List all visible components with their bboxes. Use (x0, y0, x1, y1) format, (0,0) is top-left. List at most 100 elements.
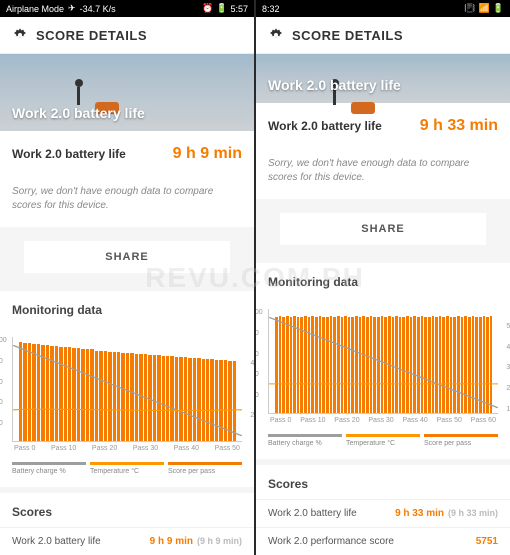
bar (377, 317, 380, 413)
bar (297, 317, 300, 413)
bar (293, 316, 296, 413)
bar (28, 343, 31, 441)
gear-icon (268, 27, 284, 43)
score-value: 5751 (476, 536, 498, 547)
bar (104, 351, 107, 441)
bar (113, 352, 116, 441)
legend-temp: Temperature °C (90, 462, 164, 475)
y-axis-right: 40002000 (250, 337, 254, 441)
monitoring-chart: 10080604020 50004000300020001000 (268, 309, 498, 414)
bar (286, 316, 289, 413)
result-value: 9 h 9 min (173, 145, 242, 163)
bar (108, 352, 111, 441)
bar (464, 316, 467, 413)
legend-battery: Battery charge % (268, 434, 342, 447)
bar (355, 316, 358, 413)
bar (121, 353, 124, 441)
bar (344, 316, 347, 413)
bar (373, 317, 376, 413)
share-section: SHARE (256, 199, 510, 259)
bar (402, 317, 405, 413)
bar (99, 351, 102, 441)
hero-title: Work 2.0 battery life (12, 105, 145, 121)
bar (392, 317, 395, 413)
bar (362, 316, 365, 413)
status-mode: Airplane Mode (6, 4, 64, 14)
bar (130, 353, 133, 441)
bar (435, 317, 438, 413)
vibrate-icon: 📳 (464, 3, 475, 14)
bar (144, 354, 147, 441)
bar (50, 346, 53, 441)
hero-banner: Work 2.0 battery life (256, 54, 510, 103)
bar (81, 349, 84, 441)
chart-legend: Battery charge % Temperature °C Score pe… (12, 462, 242, 475)
bar (479, 317, 482, 413)
hero-banner: Work 2.0 battery life (0, 54, 254, 131)
x-axis: Pass 0Pass 10Pass 20Pass 30Pass 40Pass 5… (268, 417, 498, 424)
bar (442, 317, 445, 413)
bar (90, 349, 93, 441)
bar (413, 316, 416, 413)
bar (219, 360, 222, 441)
bar (406, 316, 409, 413)
header-title: SCORE DETAILS (36, 28, 147, 43)
bar (417, 317, 420, 413)
status-bar: 8:32 📳 📶 🔋 (256, 0, 510, 17)
battery-icon: 🔋 (493, 3, 504, 14)
comparison-note: Sorry, we don't have enough data to comp… (256, 149, 510, 199)
result-label: Work 2.0 battery life (12, 147, 126, 161)
bar (170, 356, 173, 441)
y-axis-left: 10080604020 (256, 309, 263, 413)
scores-section: Scores Work 2.0 battery life 9 h 33 min(9… (256, 465, 510, 555)
bar (179, 357, 182, 441)
bar (117, 352, 120, 441)
bar (348, 317, 351, 413)
status-time: 8:32 (262, 4, 280, 14)
monitoring-chart: 10080604020 40002000 (12, 337, 242, 442)
bar (59, 347, 62, 441)
bar (184, 357, 187, 441)
bar (23, 343, 26, 441)
bar (148, 355, 151, 441)
bar (461, 317, 464, 413)
chart-bars (275, 309, 492, 413)
bar (424, 317, 427, 413)
hero-title: Work 2.0 battery life (268, 77, 401, 93)
bar (366, 317, 369, 413)
phone-left: Airplane Mode ✈ -34.7 K/s ⏰ 🔋 5:57 SCORE… (0, 0, 254, 555)
bar (135, 354, 138, 441)
legend-score: Score per pass (168, 462, 242, 475)
y-axis-left: 10080604020 (0, 337, 7, 441)
bar (472, 316, 475, 413)
score-value: 9 h 33 min(9 h 33 min) (395, 508, 498, 519)
airplane-icon: ✈ (68, 3, 76, 14)
bar (77, 348, 80, 441)
bar (139, 354, 142, 441)
bar (153, 355, 156, 441)
bar (37, 344, 40, 441)
bar (206, 359, 209, 441)
bar (351, 317, 354, 413)
bar (166, 356, 169, 441)
share-button[interactable]: SHARE (280, 213, 486, 245)
bar (175, 357, 178, 441)
bar (439, 316, 442, 413)
score-label: Work 2.0 battery life (268, 508, 357, 519)
bar (41, 345, 44, 441)
scores-title: Scores (256, 465, 510, 499)
battery-icon: 🔋 (216, 3, 227, 14)
comparison-note: Sorry, we don't have enough data to comp… (0, 177, 254, 227)
legend-score: Score per pass (424, 434, 498, 447)
bar (410, 317, 413, 413)
bar (322, 317, 325, 413)
bar (215, 360, 218, 441)
monitoring-title: Monitoring data (0, 291, 254, 329)
share-button[interactable]: SHARE (24, 241, 230, 273)
monitoring-title: Monitoring data (256, 263, 510, 301)
bar (450, 317, 453, 413)
scores-section: Scores Work 2.0 battery life9 h 9 min(9 … (0, 493, 254, 555)
gear-icon (12, 27, 28, 43)
app-header: SCORE DETAILS (0, 17, 254, 54)
bar (304, 316, 307, 413)
